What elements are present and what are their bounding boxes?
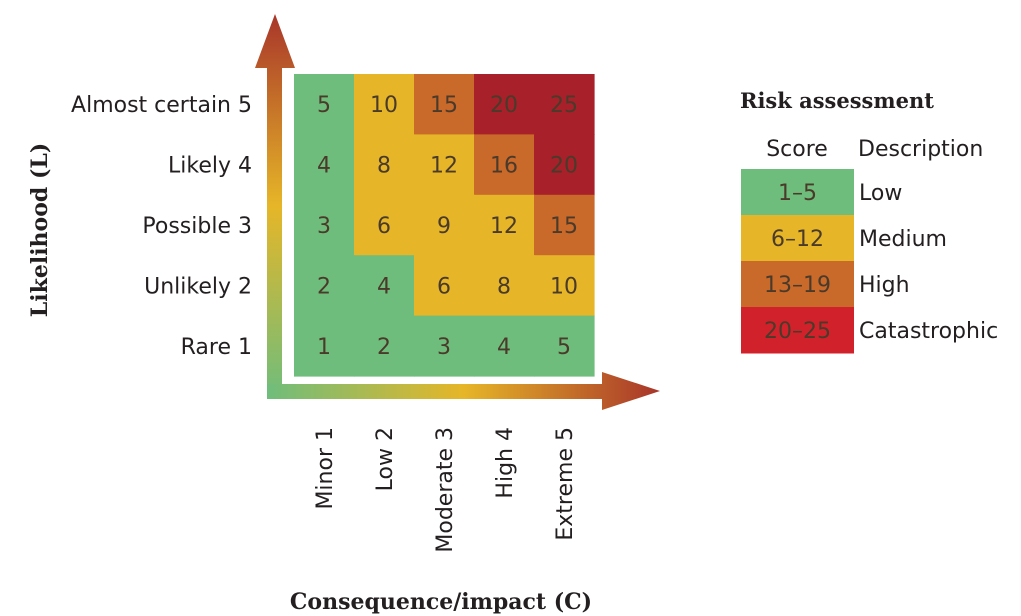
matrix-cell-value: 3 (437, 335, 451, 360)
matrix-cell-value: 4 (377, 274, 391, 299)
legend-description: Catastrophic (859, 319, 998, 344)
x-axis-arrow (267, 372, 660, 410)
column-label: Minor 1 (313, 427, 338, 510)
matrix-cell (354, 255, 415, 317)
legend-description: High (859, 273, 910, 298)
matrix-cell (474, 315, 535, 377)
matrix-cell (534, 74, 595, 135)
matrix-cell (294, 134, 355, 196)
matrix-cell-value: 15 (430, 93, 458, 118)
matrix-cell (534, 255, 595, 317)
matrix-cell (534, 315, 595, 377)
legend-swatch-medium (741, 215, 854, 262)
matrix-cell-value: 6 (377, 214, 391, 239)
matrix-cell-value: 3 (317, 214, 331, 239)
matrix-cell (414, 194, 475, 256)
matrix-cell (294, 194, 355, 256)
matrix-cell-value: 15 (550, 214, 578, 239)
matrix-cell-value: 12 (430, 154, 458, 179)
matrix-cell-value: 1 (317, 335, 331, 360)
row-labels: Almost certain 5 Likely 4 Possible 3 Unlike… (71, 93, 252, 360)
legend-swatch-high (741, 261, 854, 308)
legend-title: Risk assessment (740, 88, 934, 113)
matrix-cell (354, 194, 415, 256)
matrix-cell-value: 4 (497, 335, 511, 360)
matrix-cell-value: 5 (317, 93, 331, 118)
matrix-cell-value: 10 (370, 93, 398, 118)
matrix-cell (414, 74, 475, 135)
matrix-cell-value: 25 (550, 93, 578, 118)
matrix-cell (294, 255, 355, 317)
matrix-cell (534, 194, 595, 256)
legend-score: 6–12 (771, 227, 824, 252)
legend-score: 20–25 (764, 319, 831, 344)
column-label: Low 2 (373, 427, 398, 491)
matrix-cell-value: 8 (377, 154, 391, 179)
matrix-cell (474, 255, 535, 317)
matrix-cell-value: 12 (490, 214, 518, 239)
legend-description: Low (859, 181, 902, 206)
matrix-cell (474, 134, 535, 196)
matrix-cell (414, 134, 475, 196)
matrix-cell-value: 2 (317, 274, 331, 299)
matrix-cell-value: 4 (317, 154, 331, 179)
legend-score: 13–19 (764, 273, 831, 298)
row-label: Possible 3 (142, 214, 252, 239)
matrix-cell-value: 20 (550, 154, 578, 179)
matrix-cell-value: 2 (377, 335, 391, 360)
matrix-cell (414, 315, 475, 377)
axis-arrows (255, 14, 660, 410)
row-label: Likely 4 (168, 154, 252, 179)
matrix-cell-value: 20 (490, 93, 518, 118)
matrix-cells: 5 10 15 20 254 8 12 16 203 6 9 12 152 4 6 8 101 2 3 4 5 (294, 74, 595, 377)
legend-items: 1–5 Low 6–12 Medium 13–19 High 20–25 Catastroph… (741, 169, 998, 354)
matrix-cell-value: 6 (437, 274, 451, 299)
x-axis-title: Consequence/impact (C) (290, 589, 592, 615)
matrix-cell (474, 74, 535, 135)
row-label: Unlikely 2 (144, 274, 252, 299)
matrix-cell (354, 74, 415, 135)
matrix-cell (474, 194, 535, 256)
matrix-cell (414, 255, 475, 317)
legend-description-header: Description (858, 137, 983, 162)
y-axis-arrow (255, 14, 295, 398)
matrix-cell-value: 10 (550, 274, 578, 299)
matrix-cell (354, 134, 415, 196)
legend-swatch-catastrophic (741, 307, 854, 354)
column-label: High 4 (493, 427, 518, 499)
legend-swatch-low (741, 169, 854, 216)
column-label: Extreme 5 (553, 427, 578, 541)
legend-score: 1–5 (778, 181, 817, 206)
matrix-cell-value: 8 (497, 274, 511, 299)
column-labels: Minor 1 Low 2 Moderate 3 High 4 Extreme 5 (313, 427, 578, 553)
legend-score-header: Score (766, 137, 828, 162)
matrix-cell (534, 134, 595, 196)
column-label: Moderate 3 (433, 427, 458, 553)
matrix-cell (294, 315, 355, 377)
matrix-cell (294, 74, 355, 135)
matrix-cell-value: 16 (490, 154, 518, 179)
row-label: Rare 1 (181, 335, 252, 360)
legend-description: Medium (859, 227, 947, 252)
matrix-cell-value: 9 (437, 214, 451, 239)
matrix-cell-value: 5 (557, 335, 571, 360)
legend: Risk assessment Score Description 1–5 Low… (740, 88, 998, 354)
y-axis-title: Likelihood (L) (27, 143, 53, 317)
row-label: Almost certain 5 (71, 93, 252, 118)
matrix-cell (354, 315, 415, 377)
